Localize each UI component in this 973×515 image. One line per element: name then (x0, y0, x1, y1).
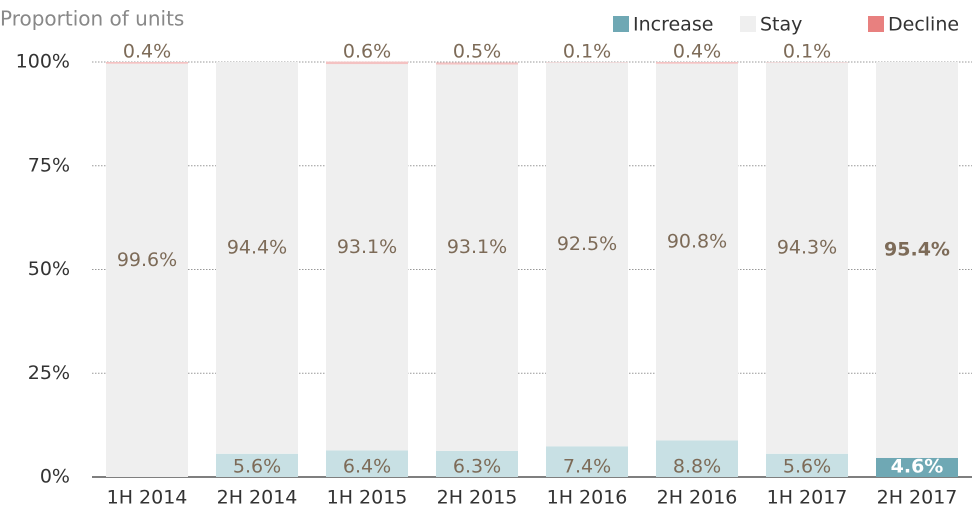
bar-segment (546, 446, 628, 477)
bar-segment (766, 62, 848, 454)
value-label: 92.5% (557, 233, 617, 255)
value-label: 7.4% (563, 456, 611, 478)
x-tick-label: 1H 2014 (107, 487, 188, 509)
y-tick-label: 100% (16, 51, 70, 73)
value-label: 94.4% (227, 236, 287, 258)
value-label: 5.6% (233, 456, 281, 478)
bar-segment (216, 453, 298, 477)
y-tick-label: 75% (28, 154, 70, 176)
bar-segment (436, 450, 518, 477)
legend-label: Stay (760, 14, 802, 36)
x-tick-label: 1H 2015 (327, 487, 408, 509)
bar-segment (546, 62, 628, 447)
bar-segment (656, 63, 738, 441)
bar-segment (876, 62, 958, 458)
value-label: 95.4% (884, 238, 950, 260)
bar-segment (436, 64, 518, 451)
bar-segment (326, 64, 408, 451)
bar-segment (766, 453, 848, 477)
value-label: 0.1% (563, 41, 611, 63)
legend-label: Increase (633, 14, 713, 36)
legend-label: Decline (888, 14, 959, 36)
axis-title: Proportion of units (0, 7, 184, 31)
y-tick-label: 0% (40, 466, 70, 488)
value-label: 0.5% (453, 41, 501, 63)
value-label: 94.3% (777, 237, 837, 259)
x-tick-label: 2H 2017 (877, 487, 958, 509)
x-tick-label: 1H 2017 (767, 487, 848, 509)
bar-segment (656, 440, 738, 477)
bar-segment (106, 63, 188, 477)
x-tick-label: 2H 2016 (657, 487, 738, 509)
bar-segment (106, 62, 188, 64)
x-tick-label: 1H 2016 (547, 487, 628, 509)
bar-segment (656, 62, 738, 64)
value-label: 0.6% (343, 41, 391, 63)
value-label: 8.8% (673, 456, 721, 478)
bar-segment (326, 61, 408, 65)
value-label: 6.4% (343, 456, 391, 478)
value-label: 90.8% (667, 231, 727, 253)
value-label: 0.1% (783, 41, 831, 63)
bar-segment (436, 62, 518, 65)
y-tick-label: 50% (28, 258, 70, 280)
value-label: 5.6% (783, 456, 831, 478)
legend-swatch (740, 16, 756, 32)
x-tick-label: 2H 2015 (437, 487, 518, 509)
x-tick-label: 2H 2014 (217, 487, 298, 509)
value-label: 0.4% (673, 41, 721, 63)
legend-swatch (868, 16, 884, 32)
value-label: 6.3% (453, 456, 501, 478)
value-label: 93.1% (447, 236, 507, 258)
bar-segment (326, 450, 408, 477)
value-label: 93.1% (337, 236, 397, 258)
y-tick-label: 25% (28, 362, 70, 384)
bar-segment (876, 457, 958, 477)
value-label: 99.6% (117, 249, 177, 271)
value-label: 0.4% (123, 41, 171, 63)
legend-swatch (613, 16, 629, 32)
value-label: 4.6% (891, 456, 944, 478)
bar-segment (216, 62, 298, 454)
